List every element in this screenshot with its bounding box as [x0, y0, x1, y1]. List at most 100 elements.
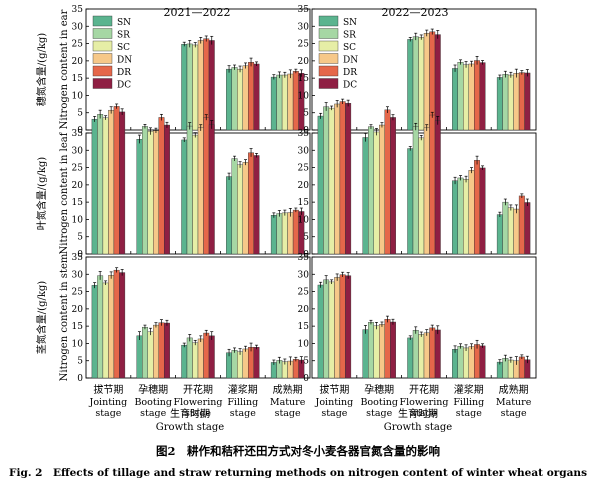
bar-dn [513, 73, 520, 131]
y-tick-label: 0 [303, 250, 309, 260]
x-tick-label-cn: 灌浆期 [228, 383, 258, 396]
y-tick-label: 15 [72, 322, 84, 332]
bar-sc [192, 342, 199, 379]
x-tick-label-en: stage [501, 408, 527, 419]
y-tick-label: 25 [298, 40, 310, 50]
y-tick-label: 35 [72, 129, 84, 139]
legend-swatch-dr [318, 65, 339, 77]
bar-sc [418, 137, 425, 255]
y-tick-label: 5 [303, 109, 309, 119]
bar-dc [390, 321, 396, 379]
x-tick-label-en: stage [185, 408, 211, 419]
bar-dr [518, 72, 525, 131]
bar-sc [507, 207, 514, 255]
legend-swatch-sr [92, 28, 113, 39]
y-tick-label: 30 [298, 22, 310, 32]
x-tick-label-en: Filling [227, 397, 258, 408]
y-tick-label: 20 [72, 305, 84, 315]
x-axis-title-en-right: Growth stage [384, 422, 453, 433]
x-tick-label-cn: 成熟期 [273, 383, 303, 396]
x-tick-label-cn: 开花期 [183, 383, 213, 396]
panel-stem-right: 05101520253035拔节期Jointingstage孕穗期Booting… [298, 253, 537, 419]
bar-dn [513, 208, 520, 255]
y-tick-label: 15 [298, 322, 310, 332]
bar-dc [524, 202, 531, 255]
x-tick-label-en: Mature [496, 397, 532, 408]
y-tick-label: 5 [77, 109, 83, 119]
bar-dc [479, 345, 486, 379]
x-tick-label-en: stage [275, 408, 301, 419]
y-axis-title-cn: 茎氮含量/(g/kg) [35, 281, 48, 355]
bar-sc [281, 212, 288, 255]
bar-dc [434, 34, 441, 131]
legend-label-dc: DC [343, 81, 357, 91]
y-tick-label: 15 [298, 198, 310, 208]
bar-sr [412, 330, 419, 379]
bar-dr [203, 332, 210, 379]
legend-swatch-dr [92, 65, 113, 77]
legend-swatch-dn [318, 53, 339, 64]
bar-dn [152, 324, 159, 379]
y-tick-label: 10 [298, 339, 310, 349]
bar-sr [231, 158, 238, 255]
bar-sc [281, 74, 288, 131]
bar-dr [429, 327, 436, 379]
legend-swatch-dc [318, 78, 339, 89]
bar-sc [418, 334, 425, 379]
x-tick-label-en: Filling [453, 397, 484, 408]
bar-sn [270, 215, 277, 255]
bar-dc [479, 167, 486, 255]
bar-sn [270, 76, 277, 131]
bar-sr [323, 279, 330, 379]
bar-sn [407, 39, 414, 131]
bar-sc [147, 131, 154, 255]
x-tick-label-en: stage [411, 408, 437, 419]
y-tick-label: 20 [298, 305, 310, 315]
y-tick-label: 25 [298, 288, 310, 298]
bar-dr [292, 359, 299, 379]
bar-sn [226, 68, 233, 131]
bar-dn [379, 324, 385, 379]
bar-dn [242, 65, 249, 131]
bar-dr [518, 195, 525, 255]
y-tick-label: 30 [72, 146, 84, 156]
x-tick-label-cn: 孕穗期 [138, 383, 168, 396]
bar-sc [237, 68, 244, 131]
bar-sc [147, 331, 154, 379]
legend-swatch-dn [92, 53, 113, 64]
x-axis-title-cn-right: 生育时期 [398, 407, 438, 420]
y-tick-label: 35 [298, 253, 310, 263]
bar-dc [253, 155, 260, 255]
bar-sr [231, 67, 238, 131]
bar-sn [407, 148, 414, 255]
y-tick-label: 20 [72, 181, 84, 191]
bar-dn [334, 103, 341, 255]
y-tick-label: 25 [298, 164, 310, 174]
legend-swatch-sn [92, 15, 113, 27]
figure-caption-en: Fig. 2 Effects of tillage and straw retu… [9, 468, 587, 479]
bar-dc [208, 335, 215, 379]
x-tick-label-en: stage [95, 408, 121, 419]
bar-dc [345, 103, 352, 255]
y-tick-label: 5 [303, 233, 309, 243]
y-tick-label: 35 [298, 129, 310, 139]
bar-dn [197, 40, 204, 131]
bar-sn [181, 344, 188, 379]
bar-sr [457, 177, 464, 255]
y-tick-label: 20 [72, 57, 84, 67]
bar-sc [237, 164, 244, 255]
y-tick-label: 10 [298, 215, 310, 225]
y-tick-label: 30 [72, 270, 84, 280]
bar-dn [468, 346, 475, 379]
bar-dr [248, 347, 255, 379]
bar-dr [113, 106, 120, 255]
bar-sc [328, 281, 335, 379]
bar-dn [423, 33, 430, 131]
x-axis-title-en: Growth stage [156, 422, 225, 433]
y-tick-label: 10 [72, 339, 84, 349]
legend-swatch-dc [92, 78, 113, 89]
bar-sn [317, 284, 324, 379]
legend-swatch-sc [318, 40, 339, 52]
bar-dr [384, 319, 391, 379]
y-tick-label: 20 [298, 181, 310, 191]
